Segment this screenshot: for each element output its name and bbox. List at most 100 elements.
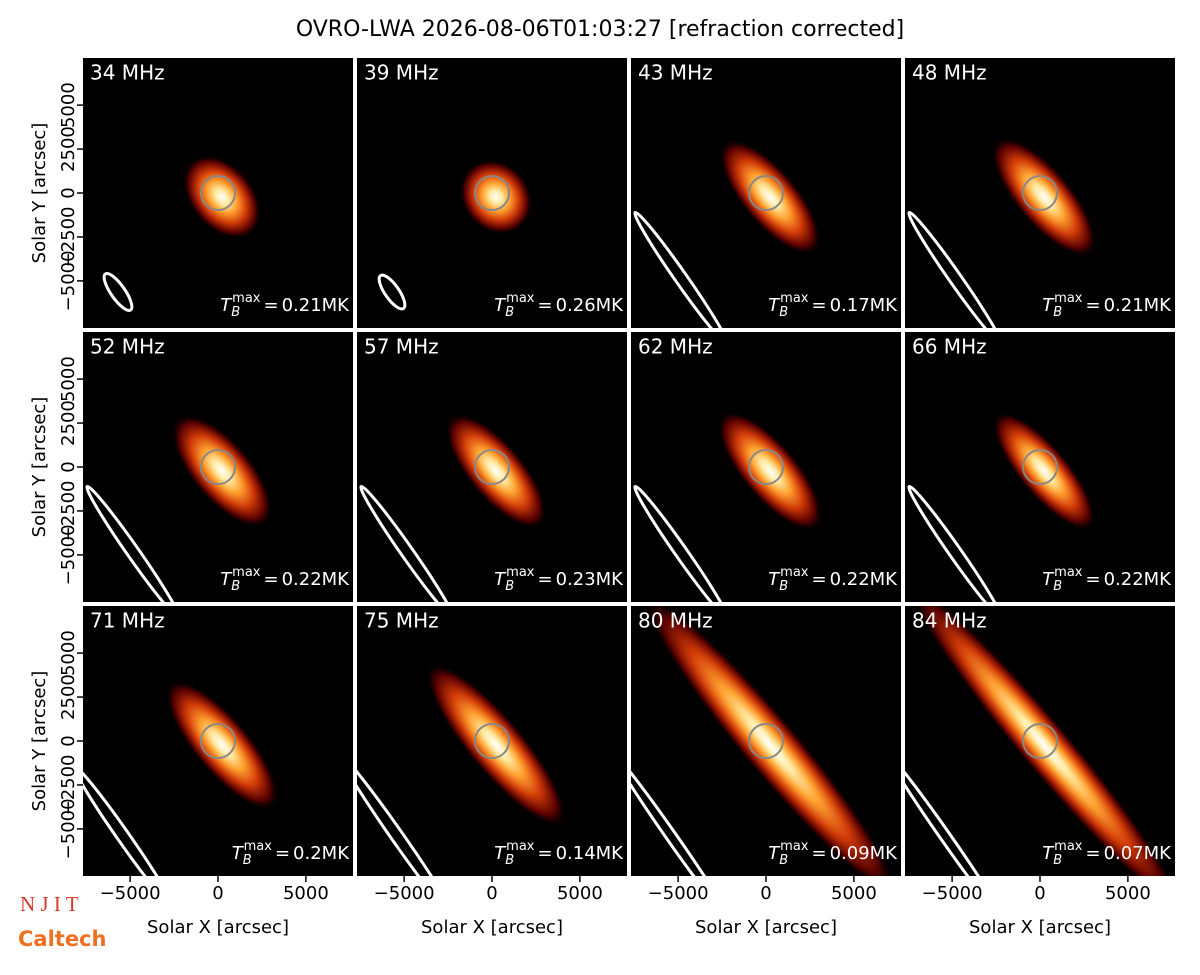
- tb-part: 0.23MK: [556, 569, 625, 590]
- tb-part: 0.21MK: [282, 295, 351, 316]
- solar-disk: [748, 175, 784, 211]
- panel: [357, 662, 567, 876]
- tb-part: B: [231, 305, 240, 320]
- brightness-map: [642, 606, 898, 876]
- tb-part: max: [506, 565, 535, 580]
- tb-max-label: TBmax = 0.26MK: [494, 291, 624, 320]
- frequency-label: 34 MHz: [90, 61, 165, 85]
- x-tick-label: −5000: [648, 883, 709, 904]
- tb-part: T: [768, 843, 781, 864]
- x-axis-label: Solar X [arcsec]: [969, 917, 1111, 938]
- y-axis-label: Solar Y [arcsec]: [29, 397, 50, 538]
- panel: [905, 606, 1175, 876]
- y-tick-label: 2500: [58, 674, 79, 720]
- panel: [907, 411, 1096, 602]
- brightness-map: [444, 412, 548, 530]
- tb-part: B: [779, 853, 788, 868]
- panel: [633, 410, 823, 602]
- tb-part: =: [811, 569, 826, 590]
- tb-part: T: [220, 295, 233, 316]
- tb-part: B: [505, 579, 514, 594]
- y-tick-label: −2500: [58, 755, 79, 816]
- panel: [359, 412, 548, 602]
- beam: [83, 764, 174, 876]
- y-tick-label: 5000: [58, 82, 79, 128]
- frequency-label: 62 MHz: [638, 335, 713, 359]
- beam: [85, 484, 181, 602]
- x-tick-label: 5000: [1105, 883, 1151, 904]
- solar-disk: [474, 723, 510, 759]
- tb-max-label: TBmax = 0.14MK: [494, 839, 624, 868]
- brightness-map: [717, 410, 823, 532]
- tb-part: T: [494, 843, 507, 864]
- tb-max-label: TBmax = 0.21MK: [220, 291, 350, 320]
- tb-max-label: TBmax = 0.22MK: [220, 565, 350, 594]
- tb-part: =: [537, 843, 552, 864]
- y-tick-label: 2500: [58, 400, 79, 446]
- tb-part: max: [244, 839, 273, 854]
- tb-max-label: TBmax = 0.23MK: [494, 565, 624, 594]
- tb-part: T: [1042, 843, 1055, 864]
- panel: [631, 606, 898, 876]
- tb-part: =: [537, 569, 552, 590]
- solar-disk: [1022, 449, 1058, 485]
- tb-part: max: [780, 839, 809, 854]
- panel: [907, 136, 1097, 328]
- tb-part: 0.14MK: [556, 843, 625, 864]
- x-tick-label: 0: [212, 883, 223, 904]
- tb-part: 0.17MK: [830, 295, 899, 316]
- frequency-label: 52 MHz: [90, 335, 165, 359]
- logo: N J I T: [20, 892, 79, 916]
- x-tick-label: 0: [486, 883, 497, 904]
- panel: [83, 679, 279, 876]
- frequency-label: 66 MHz: [912, 335, 987, 359]
- tb-part: max: [506, 839, 535, 854]
- tb-max-label: TBmax = 0.2MK: [232, 839, 351, 868]
- x-tick-label: 5000: [557, 883, 603, 904]
- panel: [633, 138, 822, 328]
- tb-part: T: [768, 295, 781, 316]
- x-tick-label: 0: [1034, 883, 1045, 904]
- y-tick-label: −2500: [58, 207, 79, 268]
- tb-part: B: [505, 853, 514, 868]
- x-axis-label: Solar X [arcsec]: [695, 917, 837, 938]
- tb-part: B: [243, 853, 252, 868]
- frequency-label: 39 MHz: [364, 61, 439, 85]
- brightness-map: [992, 411, 1096, 531]
- beam: [907, 484, 1003, 602]
- tb-part: T: [494, 295, 507, 316]
- brightness-map: [182, 154, 262, 240]
- beam: [357, 752, 457, 876]
- tb-part: B: [779, 305, 788, 320]
- brightness-map: [718, 138, 822, 256]
- x-tick-label: −5000: [922, 883, 983, 904]
- tb-part: max: [1054, 839, 1083, 854]
- y-tick-label: −5000: [58, 798, 79, 859]
- y-tick-label: 5000: [58, 356, 79, 402]
- frequency-label: 48 MHz: [912, 61, 987, 85]
- frequency-label: 75 MHz: [364, 609, 439, 633]
- tb-part: =: [811, 295, 826, 316]
- frequency-label: 71 MHz: [90, 609, 165, 633]
- tb-part: B: [231, 579, 240, 594]
- x-tick-label: 0: [760, 883, 771, 904]
- tb-part: T: [768, 569, 781, 590]
- tb-max-label: TBmax = 0.21MK: [1042, 291, 1172, 320]
- brightness-map: [165, 679, 279, 811]
- tb-part: max: [232, 291, 261, 306]
- tb-max-label: TBmax = 0.22MK: [768, 565, 898, 594]
- tb-part: =: [1085, 569, 1100, 590]
- x-tick-label: −5000: [374, 883, 435, 904]
- brightness-map: [991, 136, 1097, 258]
- solar-disk: [200, 723, 236, 759]
- x-tick-label: −5000: [100, 883, 161, 904]
- tb-part: =: [275, 843, 290, 864]
- y-tick-label: 0: [58, 735, 79, 746]
- frequency-label: 57 MHz: [364, 335, 439, 359]
- panel: [102, 154, 262, 312]
- tb-part: 0.22MK: [1104, 569, 1173, 590]
- tb-part: T: [220, 569, 233, 590]
- y-axis-label: Solar Y [arcsec]: [29, 123, 50, 264]
- brightness-map: [459, 159, 533, 235]
